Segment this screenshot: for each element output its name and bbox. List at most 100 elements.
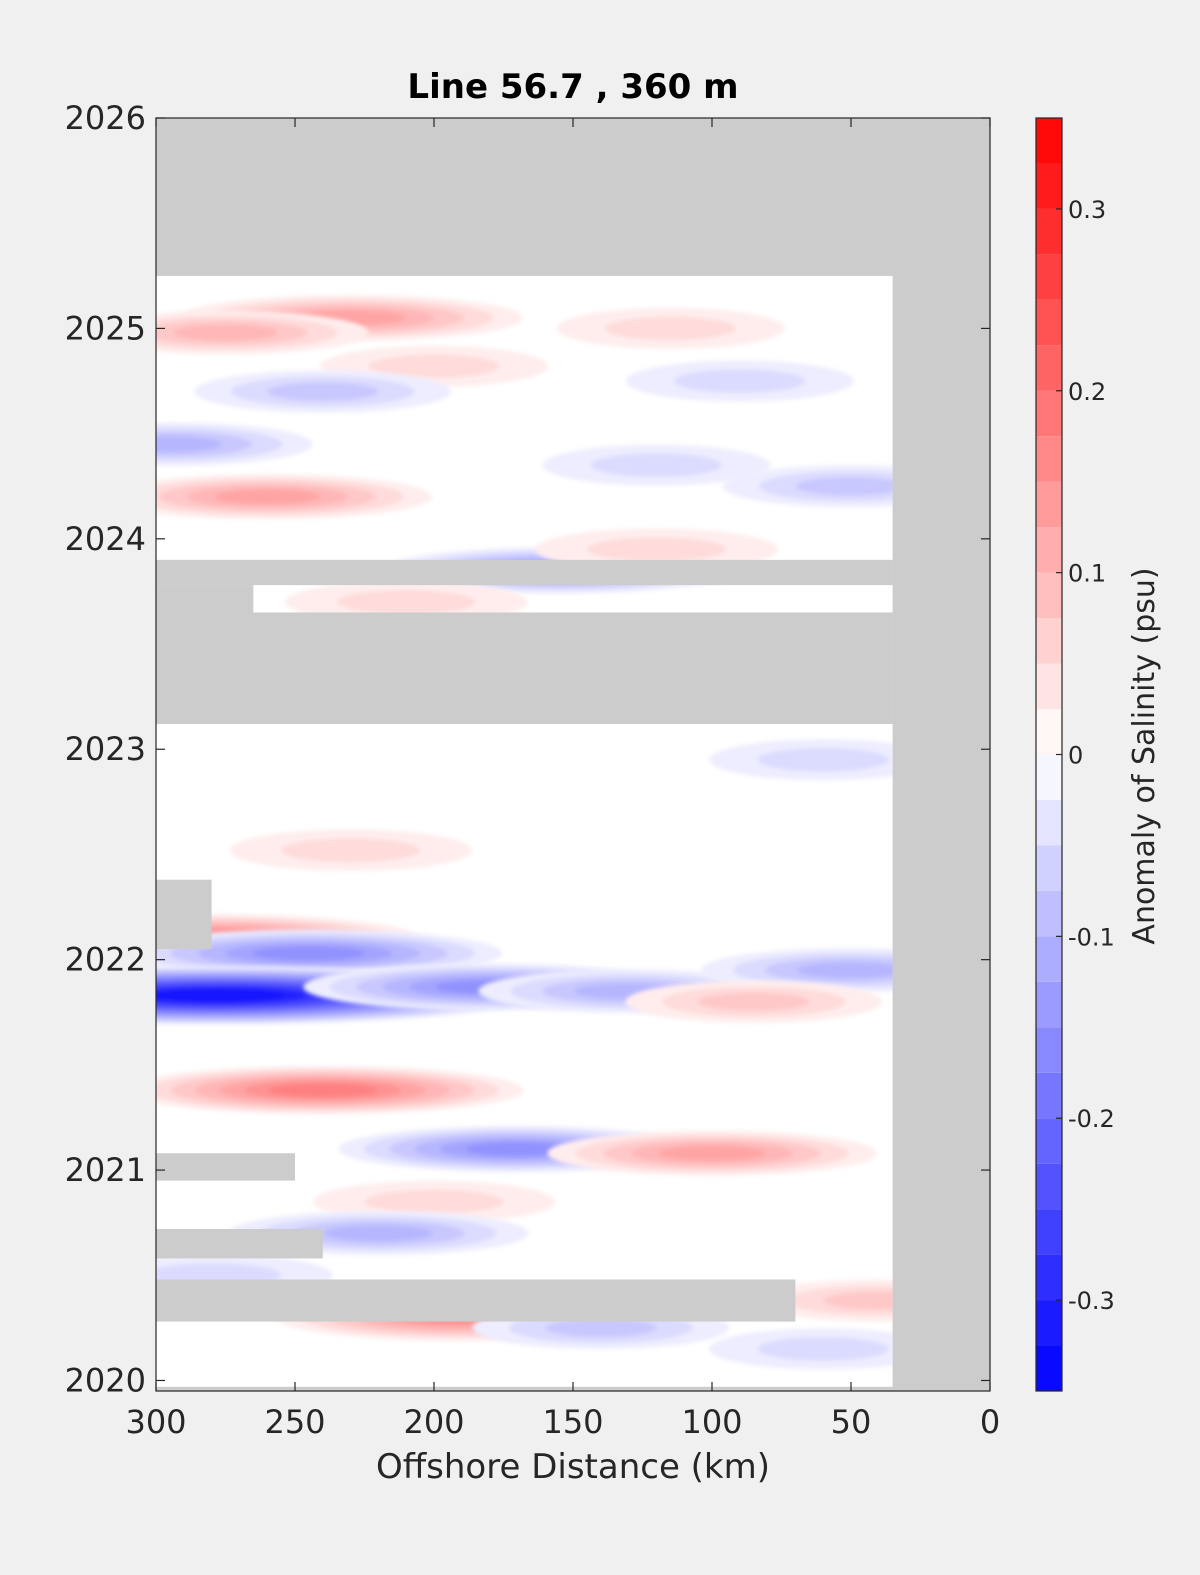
anomaly-level xyxy=(604,316,736,341)
anomaly-blob xyxy=(547,1130,877,1176)
anomaly-level xyxy=(156,989,286,1002)
colorbar-segment xyxy=(1036,799,1062,846)
anomaly-blob xyxy=(156,310,369,355)
anomaly-level xyxy=(364,1189,504,1214)
anomaly-level xyxy=(757,1337,889,1361)
anomaly-level xyxy=(796,962,893,979)
colorbar-tick-label: 0.1 xyxy=(1068,560,1106,588)
colorbar-segment xyxy=(1036,527,1062,573)
anomaly-level xyxy=(465,1142,570,1156)
colorbar-tick-label: 0.2 xyxy=(1068,378,1106,406)
no-data-region xyxy=(156,118,990,276)
colorbar-segment xyxy=(1036,299,1062,346)
colorbar-segment xyxy=(1036,208,1062,255)
anomaly-blob xyxy=(535,528,778,571)
colorbar-tick-label: 0 xyxy=(1068,742,1083,770)
x-axis: 300 250 200 150 100 50 0 xyxy=(125,118,1000,1441)
x-tick-label: 0 xyxy=(980,1403,1000,1441)
anomaly-blob xyxy=(284,581,528,623)
anomaly-level xyxy=(368,354,500,379)
no-data-region xyxy=(156,585,254,613)
colorbar-segment xyxy=(1036,754,1062,800)
anomaly-level xyxy=(323,1225,433,1242)
chart-title: Line 56.7 , 360 m xyxy=(407,67,738,107)
x-tick-label: 50 xyxy=(831,1403,872,1441)
anomaly-level xyxy=(590,453,722,477)
colorbar-segment xyxy=(1036,1027,1062,1073)
x-axis-label: Offshore Distance (km) xyxy=(376,1447,770,1487)
anomaly-level xyxy=(268,1083,378,1097)
colorbar-segment xyxy=(1036,618,1062,664)
y-tick-label: 2022 xyxy=(65,941,146,979)
plot-area: 300 250 200 150 100 50 0 202020212022202320242… xyxy=(65,99,1001,1441)
colorbar-segment xyxy=(1036,254,1062,300)
colorbar-segment xyxy=(1036,481,1062,528)
colorbar-segment xyxy=(1036,981,1062,1028)
anomaly-blob xyxy=(156,1065,524,1115)
colorbar-segment xyxy=(1036,1163,1062,1210)
no-data-region xyxy=(156,559,893,586)
anomaly-level xyxy=(156,436,222,453)
x-tick-label: 150 xyxy=(542,1403,603,1441)
colorbar-segment xyxy=(1036,572,1062,619)
anomaly-level xyxy=(545,1318,657,1338)
colorbar-segment xyxy=(1036,436,1062,482)
no-data-region xyxy=(156,1228,323,1259)
anomaly-level xyxy=(214,489,320,505)
y-tick-label: 2025 xyxy=(65,309,146,347)
colorbar-segment xyxy=(1036,1072,1062,1119)
anomaly-blob xyxy=(709,739,893,781)
colorbar-label: Anomaly of Salinity (psu) xyxy=(1127,567,1162,944)
anomaly-blob xyxy=(542,444,771,486)
anomaly-level xyxy=(674,369,806,393)
colorbar-tick-label: -0.1 xyxy=(1068,923,1115,951)
colorbar-segment xyxy=(1036,163,1062,209)
colorbar-segment xyxy=(1036,936,1062,982)
anomaly-level xyxy=(795,477,893,496)
y-tick-label: 2021 xyxy=(65,1151,146,1189)
colorbar-tick-label: -0.3 xyxy=(1068,1287,1115,1315)
anomaly-level xyxy=(252,946,366,961)
colorbar-segment xyxy=(1036,345,1062,391)
no-data-region xyxy=(892,118,990,1391)
x-tick-label: 200 xyxy=(403,1403,464,1441)
anomaly-blob xyxy=(229,829,472,872)
colorbar-segment xyxy=(1036,1254,1062,1301)
x-tick-label: 300 xyxy=(125,1403,186,1441)
colorbar-tick-label: -0.2 xyxy=(1068,1105,1115,1133)
anomaly-level xyxy=(173,324,278,341)
anomaly-blob xyxy=(156,422,313,466)
colorbar-segment xyxy=(1036,709,1062,755)
anomaly-level xyxy=(267,382,379,401)
y-tick-label: 2024 xyxy=(65,520,146,558)
no-data-region xyxy=(156,879,212,950)
anomaly-level xyxy=(823,1291,893,1310)
anomaly-level xyxy=(336,589,476,614)
anomaly-level xyxy=(757,747,889,772)
x-tick-label: 100 xyxy=(681,1403,742,1441)
colorbar-segment xyxy=(1036,1345,1062,1391)
anomaly-blob xyxy=(156,474,432,520)
anomaly-blob xyxy=(156,929,503,978)
colorbar-segment xyxy=(1036,663,1062,710)
x-tick-label: 250 xyxy=(264,1403,325,1441)
no-data-region xyxy=(156,1153,295,1181)
colorbar-segment xyxy=(1036,1118,1062,1164)
colorbar-segment xyxy=(1036,1209,1062,1255)
anomaly-blob xyxy=(556,307,785,349)
missing-data-layer xyxy=(156,118,990,1391)
colorbar-segment xyxy=(1036,118,1062,164)
colorbar-tick-label: 0.3 xyxy=(1068,196,1106,224)
y-axis: 2020 2021 2022 2023 2024 2025 2026 xyxy=(65,99,990,1399)
anomaly-level xyxy=(659,1145,765,1161)
no-data-region xyxy=(156,612,893,724)
y-tick-label: 2026 xyxy=(65,99,146,137)
anomaly-blob xyxy=(625,980,883,1023)
anomaly-layer xyxy=(156,294,893,1370)
anomaly-blob xyxy=(625,360,854,402)
colorbar-segment xyxy=(1036,390,1062,437)
colorbar-segment xyxy=(1036,890,1062,937)
colorbar-segment xyxy=(1036,845,1062,891)
y-tick-label: 2023 xyxy=(65,730,146,768)
